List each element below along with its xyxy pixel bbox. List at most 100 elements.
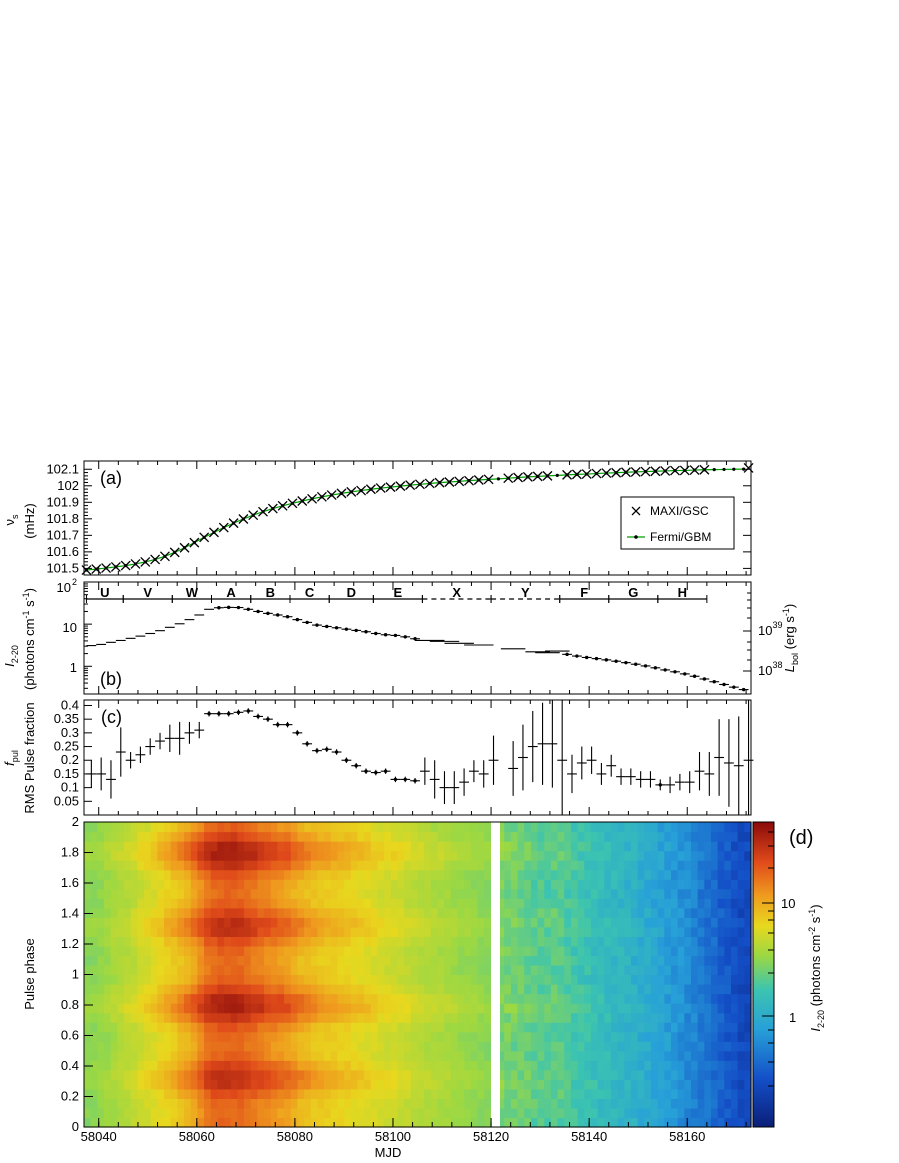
heatmap-cell — [297, 964, 305, 976]
heatmap-cell — [704, 1117, 712, 1128]
heatmap-cell — [230, 1012, 239, 1023]
heatmap-cell — [417, 907, 425, 918]
heatmap-cell — [430, 964, 439, 976]
heatmap-cell — [337, 1107, 345, 1119]
heatmap-cell — [257, 898, 265, 909]
heatmap-cell — [124, 1079, 132, 1090]
heatmap-cell — [197, 964, 205, 976]
heatmap-cell — [330, 926, 339, 937]
heatmap-cell — [310, 1041, 319, 1052]
heatmap-cell — [250, 993, 259, 1004]
heatmap-cell — [90, 1088, 98, 1100]
heatmap-cell — [457, 974, 465, 985]
heatmap-cell — [690, 1060, 699, 1071]
heatmap-cell — [317, 1022, 325, 1033]
heatmap-cell — [410, 1041, 419, 1052]
maxi-gsc-point — [365, 484, 376, 495]
heatmap-cell — [484, 945, 492, 957]
heatmap-cell — [337, 831, 345, 842]
heatmap-cell — [637, 1088, 645, 1100]
heatmap-cell — [684, 822, 692, 833]
heatmap-cell — [184, 1022, 192, 1033]
heatmap-cell — [97, 974, 105, 985]
heatmap-cell — [524, 974, 532, 985]
heatmap-cell — [237, 945, 245, 957]
heatmap-cell — [350, 917, 359, 928]
intensity-point — [741, 687, 746, 692]
heatmap-cell — [397, 1041, 405, 1052]
heatmap-cell — [244, 869, 252, 880]
heatmap-cell — [130, 984, 138, 995]
panel-b-ylabel-unit: (photons cm-1 s-1) — [21, 588, 37, 690]
d-ytick-label: 1.2 — [61, 936, 79, 951]
heatmap-cell — [364, 1079, 372, 1090]
heatmap-cell — [550, 860, 559, 871]
heatmap-cell — [737, 1031, 745, 1042]
heatmap-cell — [290, 841, 299, 852]
heatmap-cell — [344, 1050, 352, 1061]
heatmap-cell — [584, 1079, 592, 1090]
heatmap-cell — [390, 974, 399, 985]
heatmap-cell — [137, 926, 145, 937]
heatmap-cell — [577, 1088, 585, 1100]
heatmap-cell — [90, 993, 98, 1004]
heatmap-cell — [164, 936, 172, 947]
heatmap-cell — [237, 1117, 245, 1128]
heatmap-cell — [444, 860, 452, 871]
heatmap-cell — [590, 888, 599, 899]
maxi-gsc-point — [238, 514, 249, 524]
heatmap-cell — [190, 1069, 198, 1080]
heatmap-cell — [577, 974, 585, 985]
heatmap-cell — [424, 860, 432, 871]
maxi-gsc-point — [473, 475, 484, 485]
heatmap-cell — [450, 1079, 459, 1090]
heatmap-cell — [357, 1050, 365, 1061]
heatmap-cell — [304, 1031, 312, 1042]
heatmap-cell — [330, 974, 339, 985]
heatmap-cell — [610, 1012, 619, 1023]
heatmap-cell — [730, 955, 739, 966]
heatmap-cell — [270, 869, 279, 880]
heatmap-cell — [737, 907, 745, 918]
heatmap-cell — [497, 926, 505, 937]
heatmap-cell — [164, 917, 172, 928]
heatmap-cell — [470, 841, 479, 852]
heatmap-cell — [370, 993, 379, 1004]
heatmap-cell — [397, 831, 405, 842]
heatmap-cell — [270, 984, 279, 995]
heatmap-cell — [597, 993, 605, 1004]
heatmap-cell — [144, 1031, 152, 1042]
heatmap-cell — [517, 831, 525, 842]
heatmap-cell — [117, 1117, 125, 1128]
heatmap-cell — [517, 1012, 525, 1023]
heatmap-cell — [590, 1107, 599, 1119]
heatmap-cell — [190, 860, 198, 871]
heatmap-cell — [130, 907, 138, 918]
heatmap-cell — [84, 1069, 92, 1080]
heatmap-cell — [117, 945, 125, 957]
heatmap-cell — [684, 936, 692, 947]
heatmap-cell — [724, 1079, 732, 1090]
heatmap-cell — [90, 888, 98, 899]
heatmap-cell — [597, 1117, 605, 1128]
heatmap-cell — [270, 1098, 279, 1109]
heatmap-cell — [317, 879, 325, 890]
heatmap-cell — [530, 879, 539, 890]
heatmap-cell — [704, 1031, 712, 1042]
heatmap-cell — [550, 1060, 559, 1071]
heatmap-cell — [210, 850, 218, 861]
heatmap-cell — [597, 1031, 605, 1042]
heatmap-cell — [597, 1098, 605, 1109]
intensity-point — [226, 605, 231, 610]
heatmap-cell — [277, 1003, 285, 1014]
heatmap-cell — [484, 1031, 492, 1042]
heatmap-cell — [737, 945, 745, 957]
heatmap-cell — [517, 945, 525, 957]
d-ytick-label: 1.8 — [61, 845, 79, 860]
heatmap-cell — [530, 964, 539, 976]
heatmap-cell — [464, 888, 472, 899]
heatmap-cell — [517, 907, 525, 918]
pulse-fraction-point — [207, 711, 211, 716]
heatmap-cell — [470, 850, 479, 861]
d-ytick-label: 0.8 — [61, 997, 79, 1012]
